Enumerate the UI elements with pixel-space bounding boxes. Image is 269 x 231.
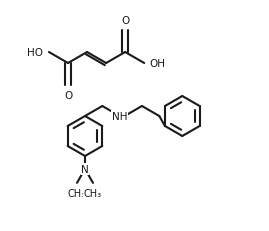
Text: CH₃: CH₃ <box>84 188 102 198</box>
Text: NH: NH <box>112 112 128 122</box>
Text: O: O <box>121 16 129 26</box>
Text: OH: OH <box>149 59 165 69</box>
Text: CH₃: CH₃ <box>68 188 86 198</box>
Text: N: N <box>81 164 89 174</box>
Text: HO: HO <box>27 48 43 58</box>
Text: O: O <box>64 91 72 100</box>
